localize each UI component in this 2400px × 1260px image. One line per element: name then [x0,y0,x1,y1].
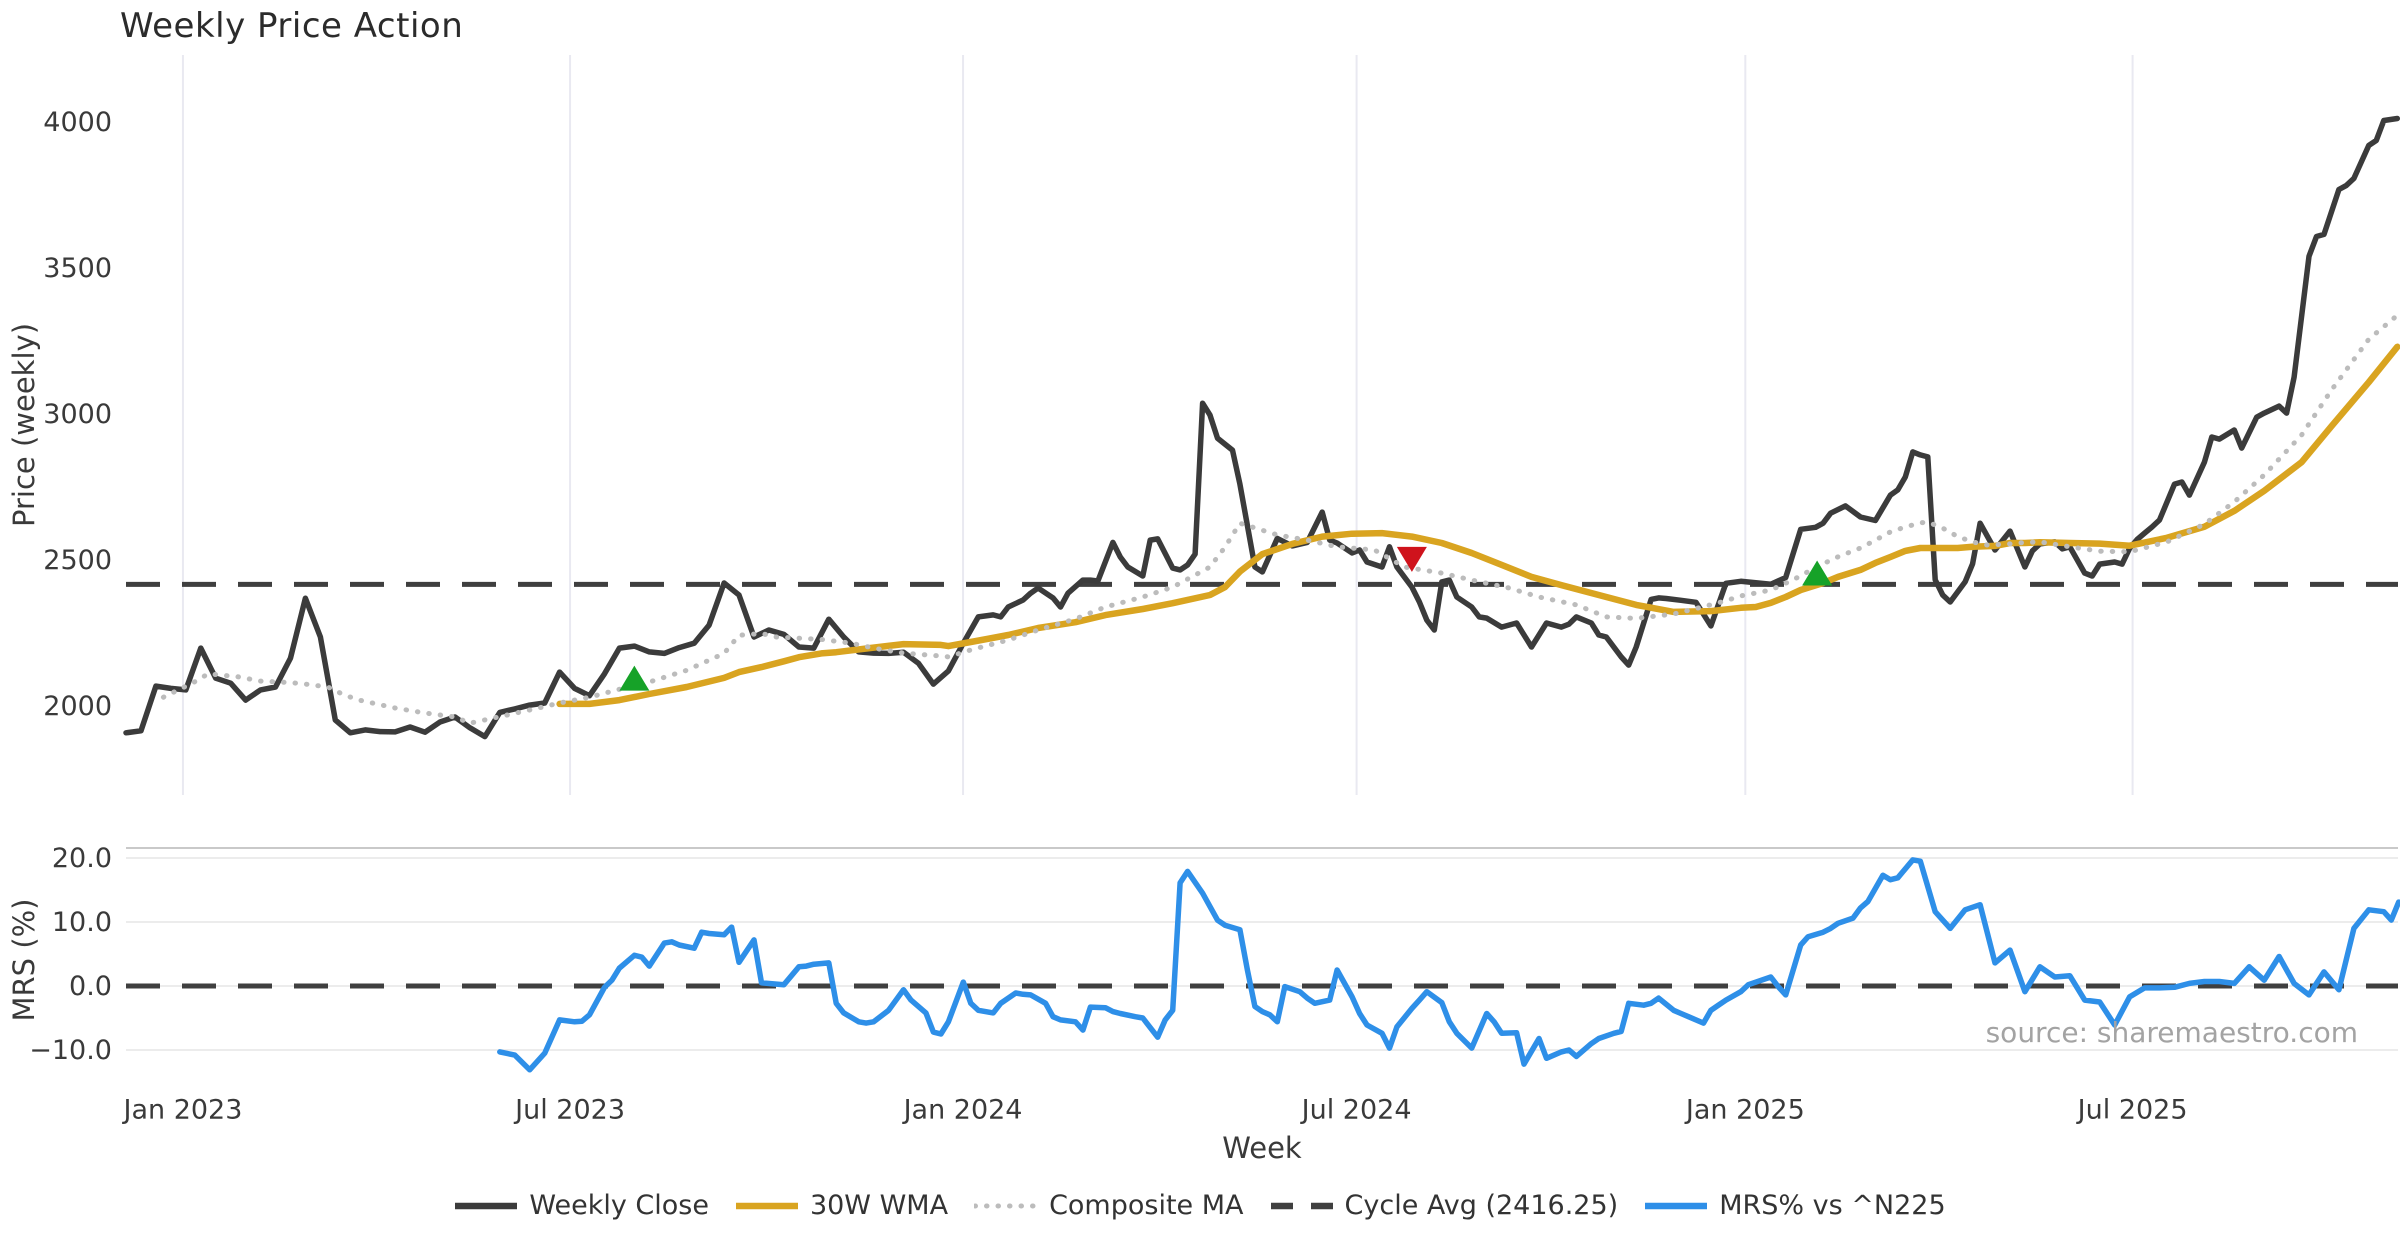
legend-item-30w-wma: 30W WMA [735,1190,948,1221]
legend-item-mrs-vs-n225: MRS% vs ^N225 [1644,1190,1946,1221]
x-tick-label: Jan 2023 [122,1094,243,1125]
y-axis-label-price: Price (weekly) [7,323,41,527]
buy-signal-marker [1802,560,1833,586]
y-tick-label: 2500 [43,545,112,576]
y-tick-label: 10.0 [52,907,112,938]
buy-signal-marker [619,665,650,691]
legend-label: MRS% vs ^N225 [1719,1190,1946,1221]
legend: Weekly Close 30W WMA Composite MA Cycle Avg… [0,1190,2400,1221]
y-tick-label: 3500 [43,253,112,284]
series-weekly-close [123,115,2400,740]
x-tick-label: Jan 2025 [1684,1094,1805,1125]
legend-swatch-icon [1645,1202,1708,1209]
x-tick-label: Jul 2025 [2076,1094,2188,1125]
x-axis-label: Week [1222,1131,1302,1165]
x-tick-label: Jan 2024 [902,1094,1023,1125]
legend-swatch-icon [974,1203,1039,1208]
legend-swatch-icon [735,1202,798,1209]
y-tick-label: −10.0 [29,1035,112,1066]
legend-label: Cycle Avg (2416.25) [1344,1190,1619,1221]
x-tick-label: Jul 2024 [1300,1094,1412,1125]
price-panel: 2000 2500 3000 3500 4000 Price (weekly) [7,55,2400,795]
legend-item-composite-ma: Composite MA [974,1190,1244,1221]
legend-label: Composite MA [1049,1190,1244,1221]
legend-item-weekly-close: Weekly Close [454,1190,709,1221]
sell-signal-marker [1396,546,1427,572]
series-mrs-vs-n225 [497,857,2400,1073]
chart-title: Weekly Price Action [120,6,464,46]
legend-swatch-icon [1270,1202,1333,1209]
legend-item-cycle-avg-2416-25-: Cycle Avg (2416.25) [1270,1190,1619,1221]
y-tick-label: 3000 [43,399,112,430]
y-tick-label: 4000 [43,107,112,138]
mrs-panel: −10.0 0.0 10.0 20.0 Jan 2023 Jul 2023 Jan 2024… [7,843,2400,1165]
y-axis-label-mrs: MRS (%) [7,899,41,1022]
x-tick-label: Jul 2023 [513,1094,625,1125]
legend-label: 30W WMA [809,1190,949,1221]
y-tick-label: 0.0 [69,971,112,1002]
y-tick-label: 20.0 [52,843,112,874]
series-composite-ma [160,312,2400,726]
series-30w-wma [556,343,2400,708]
legend-label: Weekly Close [529,1190,709,1221]
source-note: source: sharemaestro.com [1985,1016,2358,1049]
legend-swatch-icon [455,1202,518,1209]
y-tick-label: 2000 [43,691,112,722]
